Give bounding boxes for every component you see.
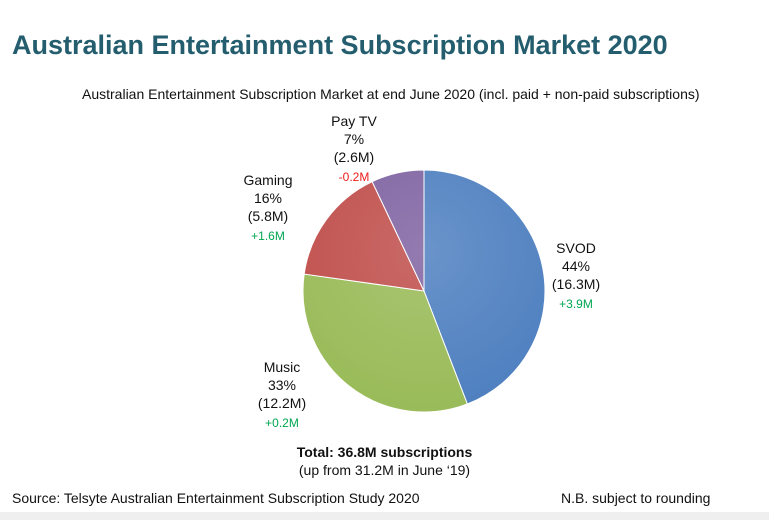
rounding-note: N.B. subject to rounding bbox=[561, 490, 711, 506]
slice-percent: 7% bbox=[343, 131, 365, 147]
total-label: Total: 36.8M subscriptions bbox=[296, 444, 473, 460]
slice-label-pay-tv: Pay TV 7% (2.6M) -0.2M bbox=[318, 112, 390, 186]
slice-percent: 44% bbox=[561, 258, 591, 274]
bottom-band bbox=[0, 512, 769, 520]
slice-name: Pay TV bbox=[331, 113, 377, 129]
slice-name: SVOD bbox=[556, 240, 596, 256]
slice-name: Music bbox=[263, 359, 301, 375]
pie-slice-pay-tv bbox=[371, 169, 425, 292]
slice-change: +1.6M bbox=[251, 229, 285, 243]
total-sub: (up from 31.2M in June ‘19) bbox=[298, 462, 471, 478]
chart-subtitle: Australian Entertainment Subscription Ma… bbox=[82, 86, 700, 102]
slice-label-gaming: Gaming 16% (5.8M) +1.6M bbox=[232, 171, 304, 245]
slice-percent: 16% bbox=[253, 190, 283, 206]
slice-change: +3.9M bbox=[559, 297, 593, 311]
slice-change: +0.2M bbox=[265, 416, 299, 430]
pie-slice-gaming bbox=[303, 181, 425, 292]
slice-change: -0.2M bbox=[338, 170, 370, 184]
slice-label-svod: SVOD 44% (16.3M) +3.9M bbox=[540, 239, 612, 313]
slice-value: (2.6M) bbox=[333, 149, 375, 165]
slice-value: (12.2M) bbox=[257, 395, 307, 411]
slice-name: Gaming bbox=[243, 172, 293, 188]
pie-slice-music bbox=[302, 273, 468, 413]
total-summary: Total: 36.8M subscriptions (up from 31.2… bbox=[0, 443, 769, 479]
slice-value: (5.8M) bbox=[247, 208, 289, 224]
slice-label-music: Music 33% (12.2M) +0.2M bbox=[246, 358, 318, 432]
slice-value: (16.3M) bbox=[551, 276, 601, 292]
page-title: Australian Entertainment Subscription Ma… bbox=[12, 30, 668, 60]
source-note: Source: Telsyte Australian Entertainment… bbox=[12, 490, 420, 506]
slice-percent: 33% bbox=[267, 377, 297, 393]
pie-slice-svod bbox=[423, 169, 546, 405]
